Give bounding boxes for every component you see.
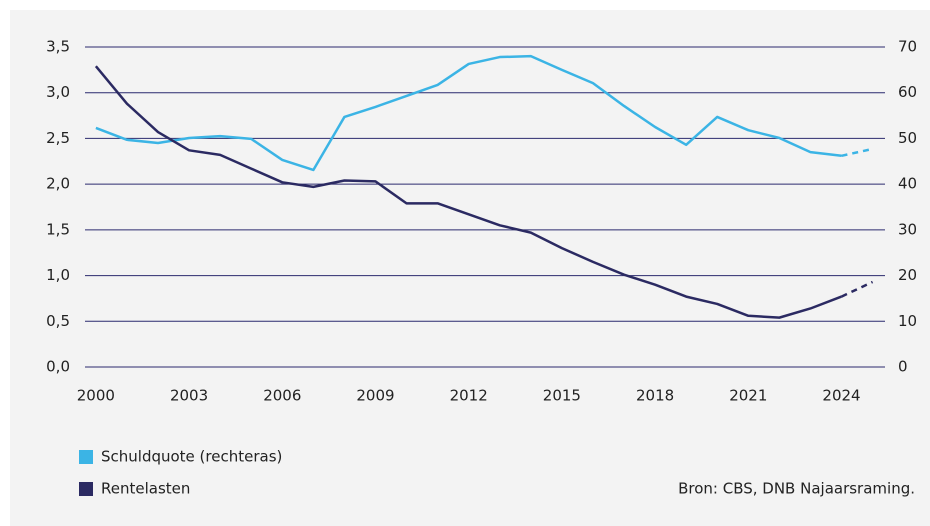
y-tick-label: 2,5 [46, 129, 70, 147]
y2-tick-label: 40 [898, 175, 917, 193]
series-line [94, 65, 842, 319]
x-tick-label: 2003 [170, 387, 208, 405]
y-tick-label: 0,0 [46, 358, 70, 376]
x-tick-label: 2012 [450, 387, 488, 405]
panel [10, 10, 930, 526]
legend-swatch [79, 450, 93, 464]
y-tick-label: 2,0 [46, 175, 70, 193]
y2-tick-label: 30 [898, 220, 917, 238]
y-tick-label: 1,0 [46, 266, 70, 284]
x-tick-label: 2021 [729, 387, 767, 405]
y2-tick-label: 70 [898, 38, 917, 56]
x-tick-label: 2009 [356, 387, 394, 405]
y2-tick-label: 20 [898, 266, 917, 284]
y-tick-label: 0,5 [46, 312, 70, 330]
legend-label: Schuldquote (rechteras) [101, 448, 282, 466]
series-line [841, 147, 873, 158]
legend-label: Rentelasten [101, 480, 190, 498]
source: Bron: CBS, DNB Najaarsraming. [678, 480, 915, 498]
y-tick-label: 3,5 [46, 38, 70, 56]
series-line [840, 280, 874, 298]
y-tick-label: 3,0 [46, 83, 70, 101]
y-tick-label: 1,5 [46, 220, 70, 238]
y2-tick-label: 0 [898, 358, 908, 376]
series-line [95, 54, 842, 172]
x-tick-label: 2000 [77, 387, 115, 405]
legend-swatch [79, 482, 93, 496]
x-tick-label: 2006 [263, 387, 301, 405]
y2-tick-label: 10 [898, 312, 917, 330]
x-tick-label: 2018 [636, 387, 674, 405]
y2-tick-label: 60 [898, 83, 917, 101]
y2-tick-label: 50 [898, 129, 917, 147]
x-tick-label: 2024 [822, 387, 860, 405]
x-tick-label: 2015 [543, 387, 581, 405]
